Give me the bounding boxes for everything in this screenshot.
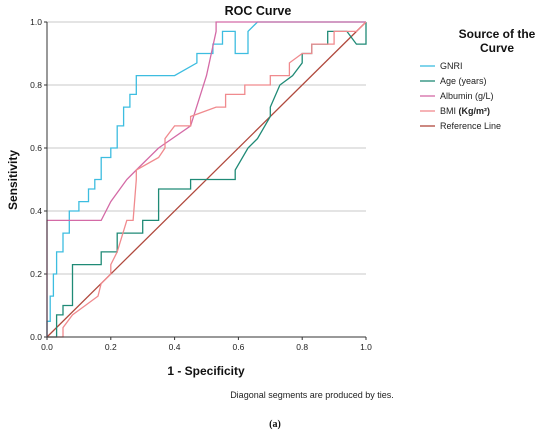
series-line-bmi (47, 21, 367, 338)
chart-title: ROC Curve (225, 4, 292, 18)
footnote: Diagonal segments are produced by ties. (230, 390, 394, 400)
legend: Source of the Curve GNRI Age (years) Album… (420, 27, 536, 131)
y-tick-label-4: 0.8 (30, 80, 42, 90)
y-tick-label-5: 1.0 (30, 17, 42, 27)
legend-label-3: BMI (Kg/m²) (440, 106, 490, 116)
figure-caption: (a) (269, 419, 281, 430)
y-tick-label-3: 0.6 (30, 143, 42, 153)
x-tick-label-4: 0.8 (296, 342, 308, 352)
grid-lines (47, 21, 366, 275)
y-axis-label: Sensitivity (6, 150, 20, 210)
legend-label-0: GNRI (440, 61, 463, 71)
x-tick-label-3: 0.6 (232, 342, 244, 352)
y-tick-label-2: 0.4 (30, 206, 42, 216)
legend-title-line-1: Source of the (459, 27, 536, 41)
legend-entries: GNRI Age (years) Albumin (g/L) BMI (Kg/m²) R… (420, 61, 501, 131)
y-tick-label-0: 0.0 (30, 332, 42, 342)
y-tick-label-1: 0.2 (30, 269, 42, 279)
series-line-albumin-g-l (46, 21, 366, 337)
x-tick-label-5: 1.0 (360, 342, 372, 352)
legend-label-1: Age (years) (440, 76, 487, 86)
legend-title-line-2: Curve (480, 41, 514, 55)
legend-label-2: Albumin (g/L) (440, 91, 494, 101)
legend-label-4: Reference Line (440, 121, 501, 131)
x-tick-label-2: 0.4 (169, 342, 181, 352)
x-tick-label-1: 0.2 (105, 342, 117, 352)
x-tick-label-0: 0.0 (41, 342, 53, 352)
series-lines (46, 21, 367, 338)
series-line-gnri (46, 21, 366, 337)
x-axis-label: 1 - Specificity (167, 364, 245, 378)
legend-bmi-unit: (Kg/m²) (456, 106, 490, 116)
